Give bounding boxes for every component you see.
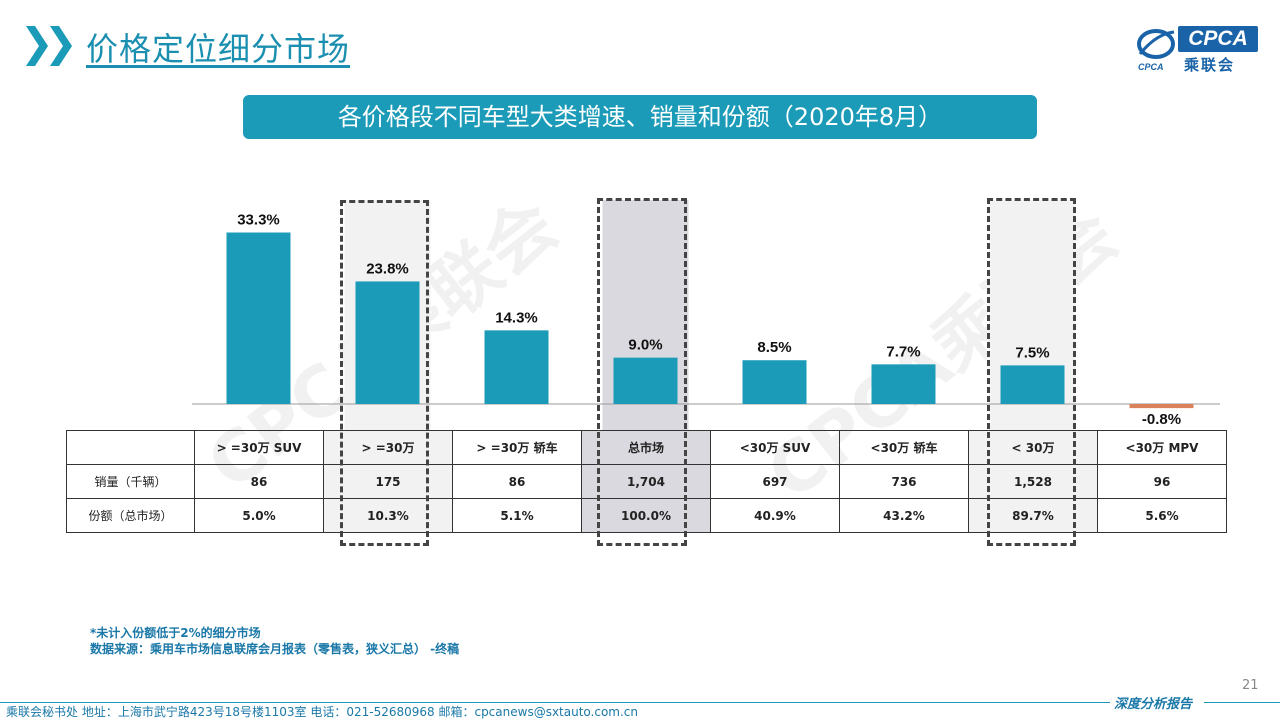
table-header-cell: <30万 SUV [710, 430, 840, 465]
cpca-logo: CPCA CPCA 乘联会 [1134, 24, 1260, 74]
table-cell: 100.0% [581, 498, 711, 533]
table-cell: 10.3% [323, 498, 453, 533]
data-label: 7.7% [886, 343, 920, 360]
table-cell: 175 [323, 464, 453, 499]
data-label: 33.3% [237, 212, 280, 229]
table-cell: 1,528 [968, 464, 1098, 499]
table-row: 份额（总市场） 5.0% 10.3% 5.1% 100.0% 40.9% 43.… [66, 498, 1227, 533]
cpca-emblem-icon: CPCA [1137, 29, 1175, 72]
footer-divider [1204, 702, 1280, 703]
table-row: 销量（千辆） 86 175 86 1,704 697 736 1,528 96 [66, 464, 1227, 499]
table-header-cell: > =30万 轿车 [452, 430, 582, 465]
table-corner-cell [66, 430, 195, 465]
bar [742, 360, 807, 404]
bar [226, 232, 291, 404]
table-cell: 96 [1097, 464, 1227, 499]
data-table: > =30万 SUV > =30万 > =30万 轿车 总市场 <30万 SUV… [66, 430, 1227, 533]
table-cell: 736 [839, 464, 969, 499]
table-row-label: 销量（千辆） [66, 464, 195, 499]
bar [1129, 404, 1194, 409]
table-cell: 1,704 [581, 464, 711, 499]
page-number: 21 [1242, 678, 1259, 693]
table-header-cell: 总市场 [581, 430, 711, 465]
bar [484, 330, 549, 404]
table-cell: 86 [194, 464, 324, 499]
logo-mark-text: CPCA [1138, 62, 1164, 72]
bar [613, 357, 678, 404]
table-header-cell: > =30万 SUV [194, 430, 324, 465]
chevron-icon [26, 26, 48, 66]
table-header-cell: < 30万 [968, 430, 1098, 465]
data-label: 7.5% [1015, 344, 1049, 361]
footnote: *未计入份额低于2%的细分市场 [90, 626, 261, 640]
data-label: 14.3% [495, 309, 538, 326]
chart-banner: 各价格段不同车型大类增速、销量和份额（2020年8月） [243, 95, 1037, 139]
logo-text-cn: 乘联会 [1184, 56, 1236, 74]
data-source-note: 数据来源：乘用车市场信息联席会月报表（零售表，狭义汇总） -终稿 [90, 642, 460, 656]
table-header-cell: > =30万 [323, 430, 453, 465]
table-cell: 86 [452, 464, 582, 499]
table-cell: 697 [710, 464, 840, 499]
data-label: 8.5% [757, 339, 791, 356]
table-header-cell: <30万 轿车 [839, 430, 969, 465]
footer-contact: 乘联会秘书处 地址：上海市武宁路423号18号楼1103室 电话：021-526… [6, 705, 639, 719]
bar [355, 281, 420, 404]
footer-divider [0, 702, 1110, 703]
table-cell: 89.7% [968, 498, 1098, 533]
data-label: -0.8% [1142, 411, 1181, 428]
table-cell: 43.2% [839, 498, 969, 533]
table-cell: 5.6% [1097, 498, 1227, 533]
report-label: 深度分析报告 [1114, 697, 1193, 712]
chevron-icon [50, 26, 72, 66]
table-cell: 5.1% [452, 498, 582, 533]
data-label: 9.0% [628, 337, 662, 354]
bar [871, 364, 936, 404]
table-header-cell: <30万 MPV [1097, 430, 1227, 465]
table-row-label: 份额（总市场） [66, 498, 195, 533]
table-cell: 40.9% [710, 498, 840, 533]
table-cell: 5.0% [194, 498, 324, 533]
data-label: 23.8% [366, 260, 409, 277]
table-header-row: > =30万 SUV > =30万 > =30万 轿车 总市场 <30万 SUV… [66, 430, 1227, 465]
logo-text-en: CPCA [1178, 26, 1258, 52]
page-title: 价格定位细分市场 [86, 30, 351, 68]
bar-chart: 33.3% 23.8% 14.3% 9.0% 8.5% 7.7% 7.5% -0.8% [192, 200, 1220, 440]
bar [1000, 365, 1065, 404]
